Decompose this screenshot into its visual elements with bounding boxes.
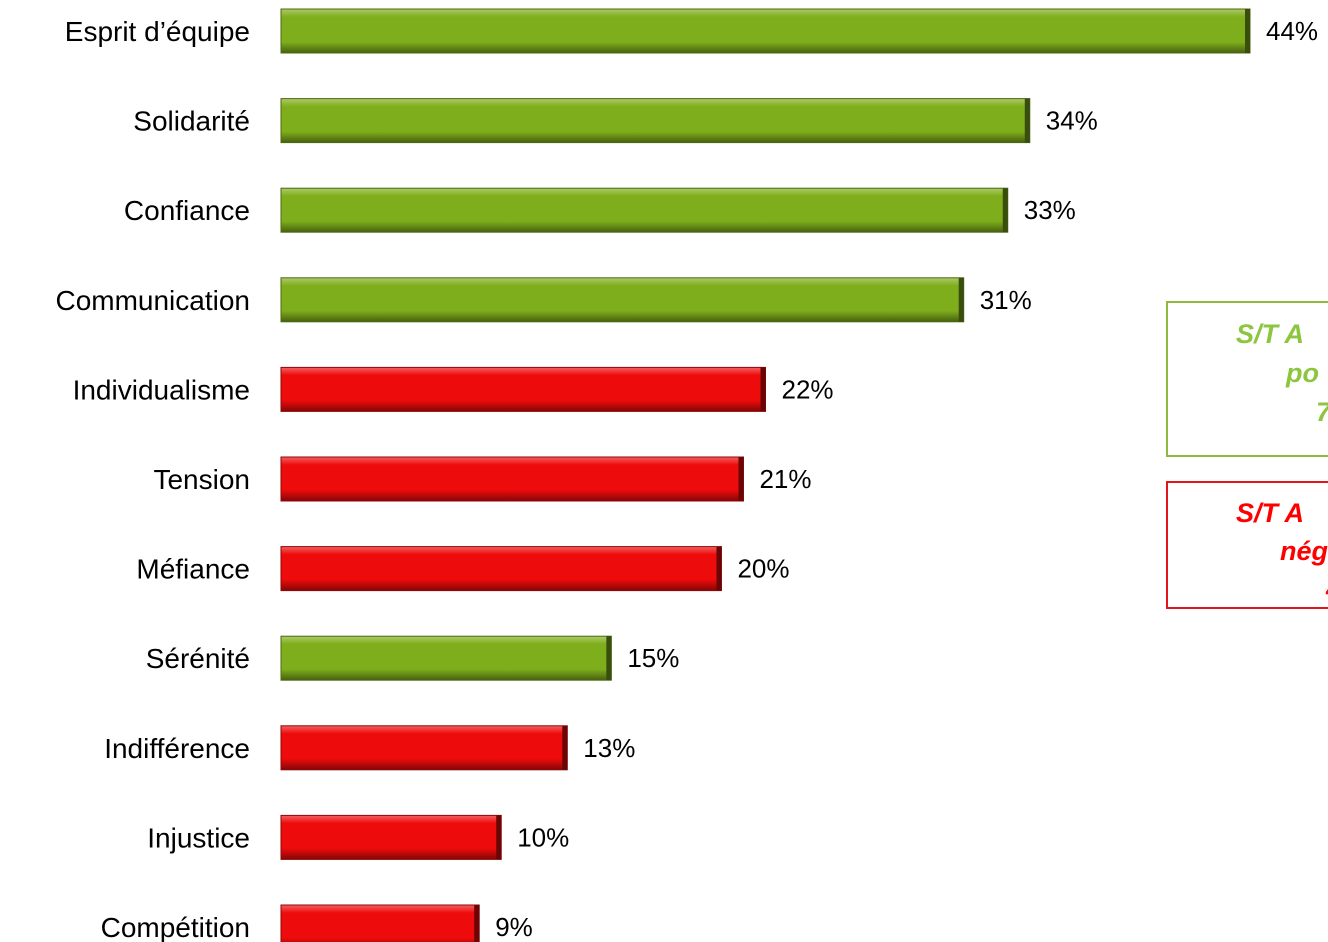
value-label: 33% <box>1024 195 1076 225</box>
bar-group <box>280 725 568 771</box>
value-label: 15% <box>627 643 679 673</box>
value-label: 22% <box>782 374 834 404</box>
bar-group <box>280 187 1009 233</box>
bar-group <box>280 635 612 681</box>
category-label: Indifférence <box>104 733 250 764</box>
bar-edge <box>1024 98 1030 143</box>
bar <box>280 277 965 323</box>
legend-positive-line-3: 7 <box>1316 396 1328 429</box>
bar <box>280 814 502 860</box>
category-label: Confiance <box>124 195 250 226</box>
bar-group <box>280 456 744 502</box>
bar-edge <box>716 546 722 591</box>
bar <box>280 725 568 771</box>
category-label: Esprit d’équipe <box>65 16 250 47</box>
bar-edge <box>738 457 744 501</box>
category-label: Individualisme <box>73 374 250 405</box>
value-label: 21% <box>759 464 811 494</box>
bar <box>280 546 722 592</box>
value-label: 9% <box>495 912 533 942</box>
bar-edge <box>474 905 480 942</box>
bar-group <box>280 904 480 942</box>
bar <box>280 98 1031 144</box>
category-label: Compétition <box>101 912 250 942</box>
bar-edge <box>760 367 766 412</box>
bar-edge <box>1245 9 1250 53</box>
legend-negative-box: S/T A nég 4 <box>1166 481 1328 609</box>
legend-negative-line-3: 4 <box>1326 573 1328 606</box>
category-label: Solidarité <box>133 106 250 137</box>
value-label: 13% <box>583 733 635 763</box>
bar <box>280 456 744 502</box>
category-label: Injustice <box>147 822 250 853</box>
value-label: 34% <box>1046 106 1098 136</box>
legend-positive-line-1: S/T A <box>1236 319 1305 349</box>
value-label: 20% <box>737 554 789 584</box>
bar-edge <box>496 815 502 860</box>
bar <box>280 635 612 681</box>
category-label: Méfiance <box>136 554 250 585</box>
value-label: 44% <box>1266 16 1318 46</box>
bar-group <box>280 814 502 860</box>
bar <box>280 187 1009 233</box>
legend-negative-line-2: nég <box>1280 536 1328 566</box>
bar-group <box>280 98 1031 144</box>
legend-negative-line-1: S/T A <box>1236 498 1305 528</box>
bar-edge <box>1002 188 1008 233</box>
bar-edge <box>562 725 568 770</box>
category-label: Communication <box>55 285 250 316</box>
bar-group <box>280 277 965 323</box>
value-label: 31% <box>980 285 1032 315</box>
bar <box>280 904 480 942</box>
bar-group <box>280 366 766 412</box>
bar-group <box>280 8 1251 54</box>
bar-group <box>280 546 722 592</box>
legend-positive-box: S/T A po 7 <box>1166 301 1328 457</box>
bar <box>280 366 766 412</box>
category-label: Tension <box>153 464 250 495</box>
bar-edge <box>958 277 964 322</box>
bar <box>280 8 1251 54</box>
category-label: Sérénité <box>146 643 250 674</box>
legend-positive-line-2: po <box>1286 358 1319 388</box>
bar-edge <box>606 636 612 681</box>
value-label: 10% <box>517 822 569 852</box>
